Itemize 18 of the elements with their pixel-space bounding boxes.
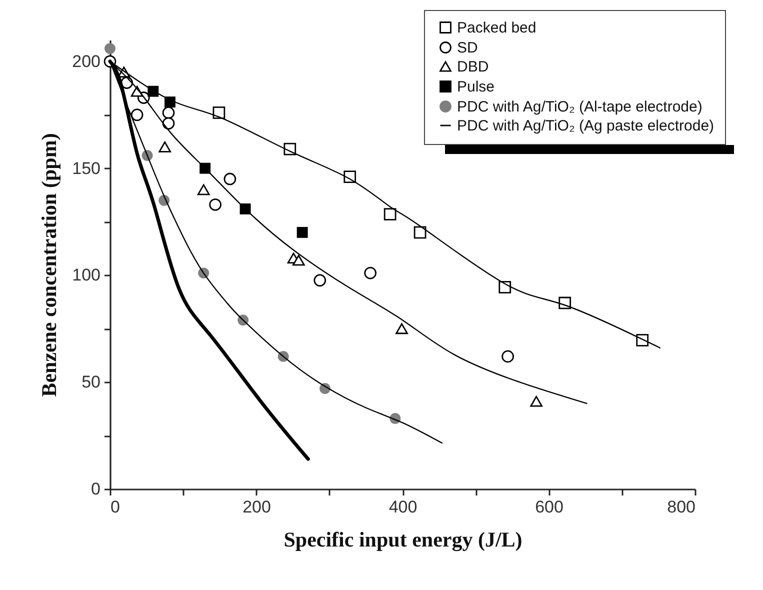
x-tick-label: 200 (242, 498, 271, 516)
y-tick-label: 50 (82, 372, 100, 392)
legend-label: DBD (457, 58, 489, 76)
y-tick-label: 100 (72, 266, 100, 285)
legend-label: SD (457, 40, 478, 56)
legend-label: Packed bed (457, 20, 536, 36)
legend-label: PDC with Ag/TiO₂ (Ag paste electrode) (457, 118, 714, 134)
x-axis-title: Specific input energy (J/L) (284, 528, 522, 552)
y-tick-label: 200 (72, 52, 100, 71)
x-tick-label: 400 (388, 498, 418, 516)
y-tick-label: 150 (72, 158, 100, 178)
y-tick-label: 0 (91, 480, 100, 498)
x-tick-label: 800 (667, 498, 696, 516)
legend-label: PDC with Ag/TiO₂ (Al-tape electrode) (457, 98, 702, 116)
legend-label: Pulse (457, 78, 495, 96)
x-tick-label: 600 (535, 498, 564, 516)
x-tick-label: 0 (110, 498, 120, 516)
y-axis-title: Benzene concentration (ppm) (37, 133, 62, 397)
